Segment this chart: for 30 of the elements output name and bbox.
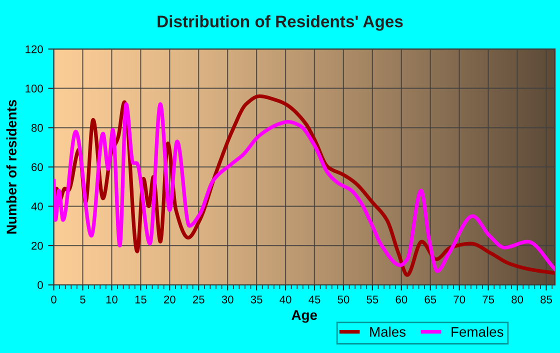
y-axis-title: Number of residents [6,100,17,234]
x-tick-label: 80 [512,296,524,304]
x-tick-label: 70 [454,296,466,304]
y-tick-label: 0 [38,281,43,290]
x-tick-label: 35 [250,296,262,304]
x-tick-label: 10 [106,296,118,304]
legend-label: Males [370,326,406,337]
x-tick-label: 75 [482,296,494,304]
y-tick-label: 60 [32,163,43,172]
x-tick-label: 5 [80,296,86,304]
x-tick-label: 0 [51,296,56,304]
y-tick-label: 40 [31,202,43,210]
y-tick-label: 120 [26,45,43,54]
chart-title: Distribution of Residents' Ages [158,15,403,31]
x-tick-label: 60 [396,296,408,304]
x-tick-label: 55 [366,296,378,304]
x-tick-label: 25 [192,296,204,304]
x-tick-label: 85 [540,296,552,304]
legend-label: Females [452,326,504,337]
y-tick-label: 100 [26,84,43,93]
x-tick-label: 65 [424,296,436,304]
x-axis-title: Age [292,310,318,323]
x-tick-label: 30 [222,296,234,304]
x-tick-label: 50 [338,296,350,304]
y-tick-label: 80 [31,124,43,132]
y-tick-label: 20 [32,242,43,250]
x-tick-label: 20 [164,296,176,304]
x-tick-label: 45 [308,296,320,304]
x-tick-label: 40 [280,296,292,304]
x-tick-label: 15 [135,296,146,304]
